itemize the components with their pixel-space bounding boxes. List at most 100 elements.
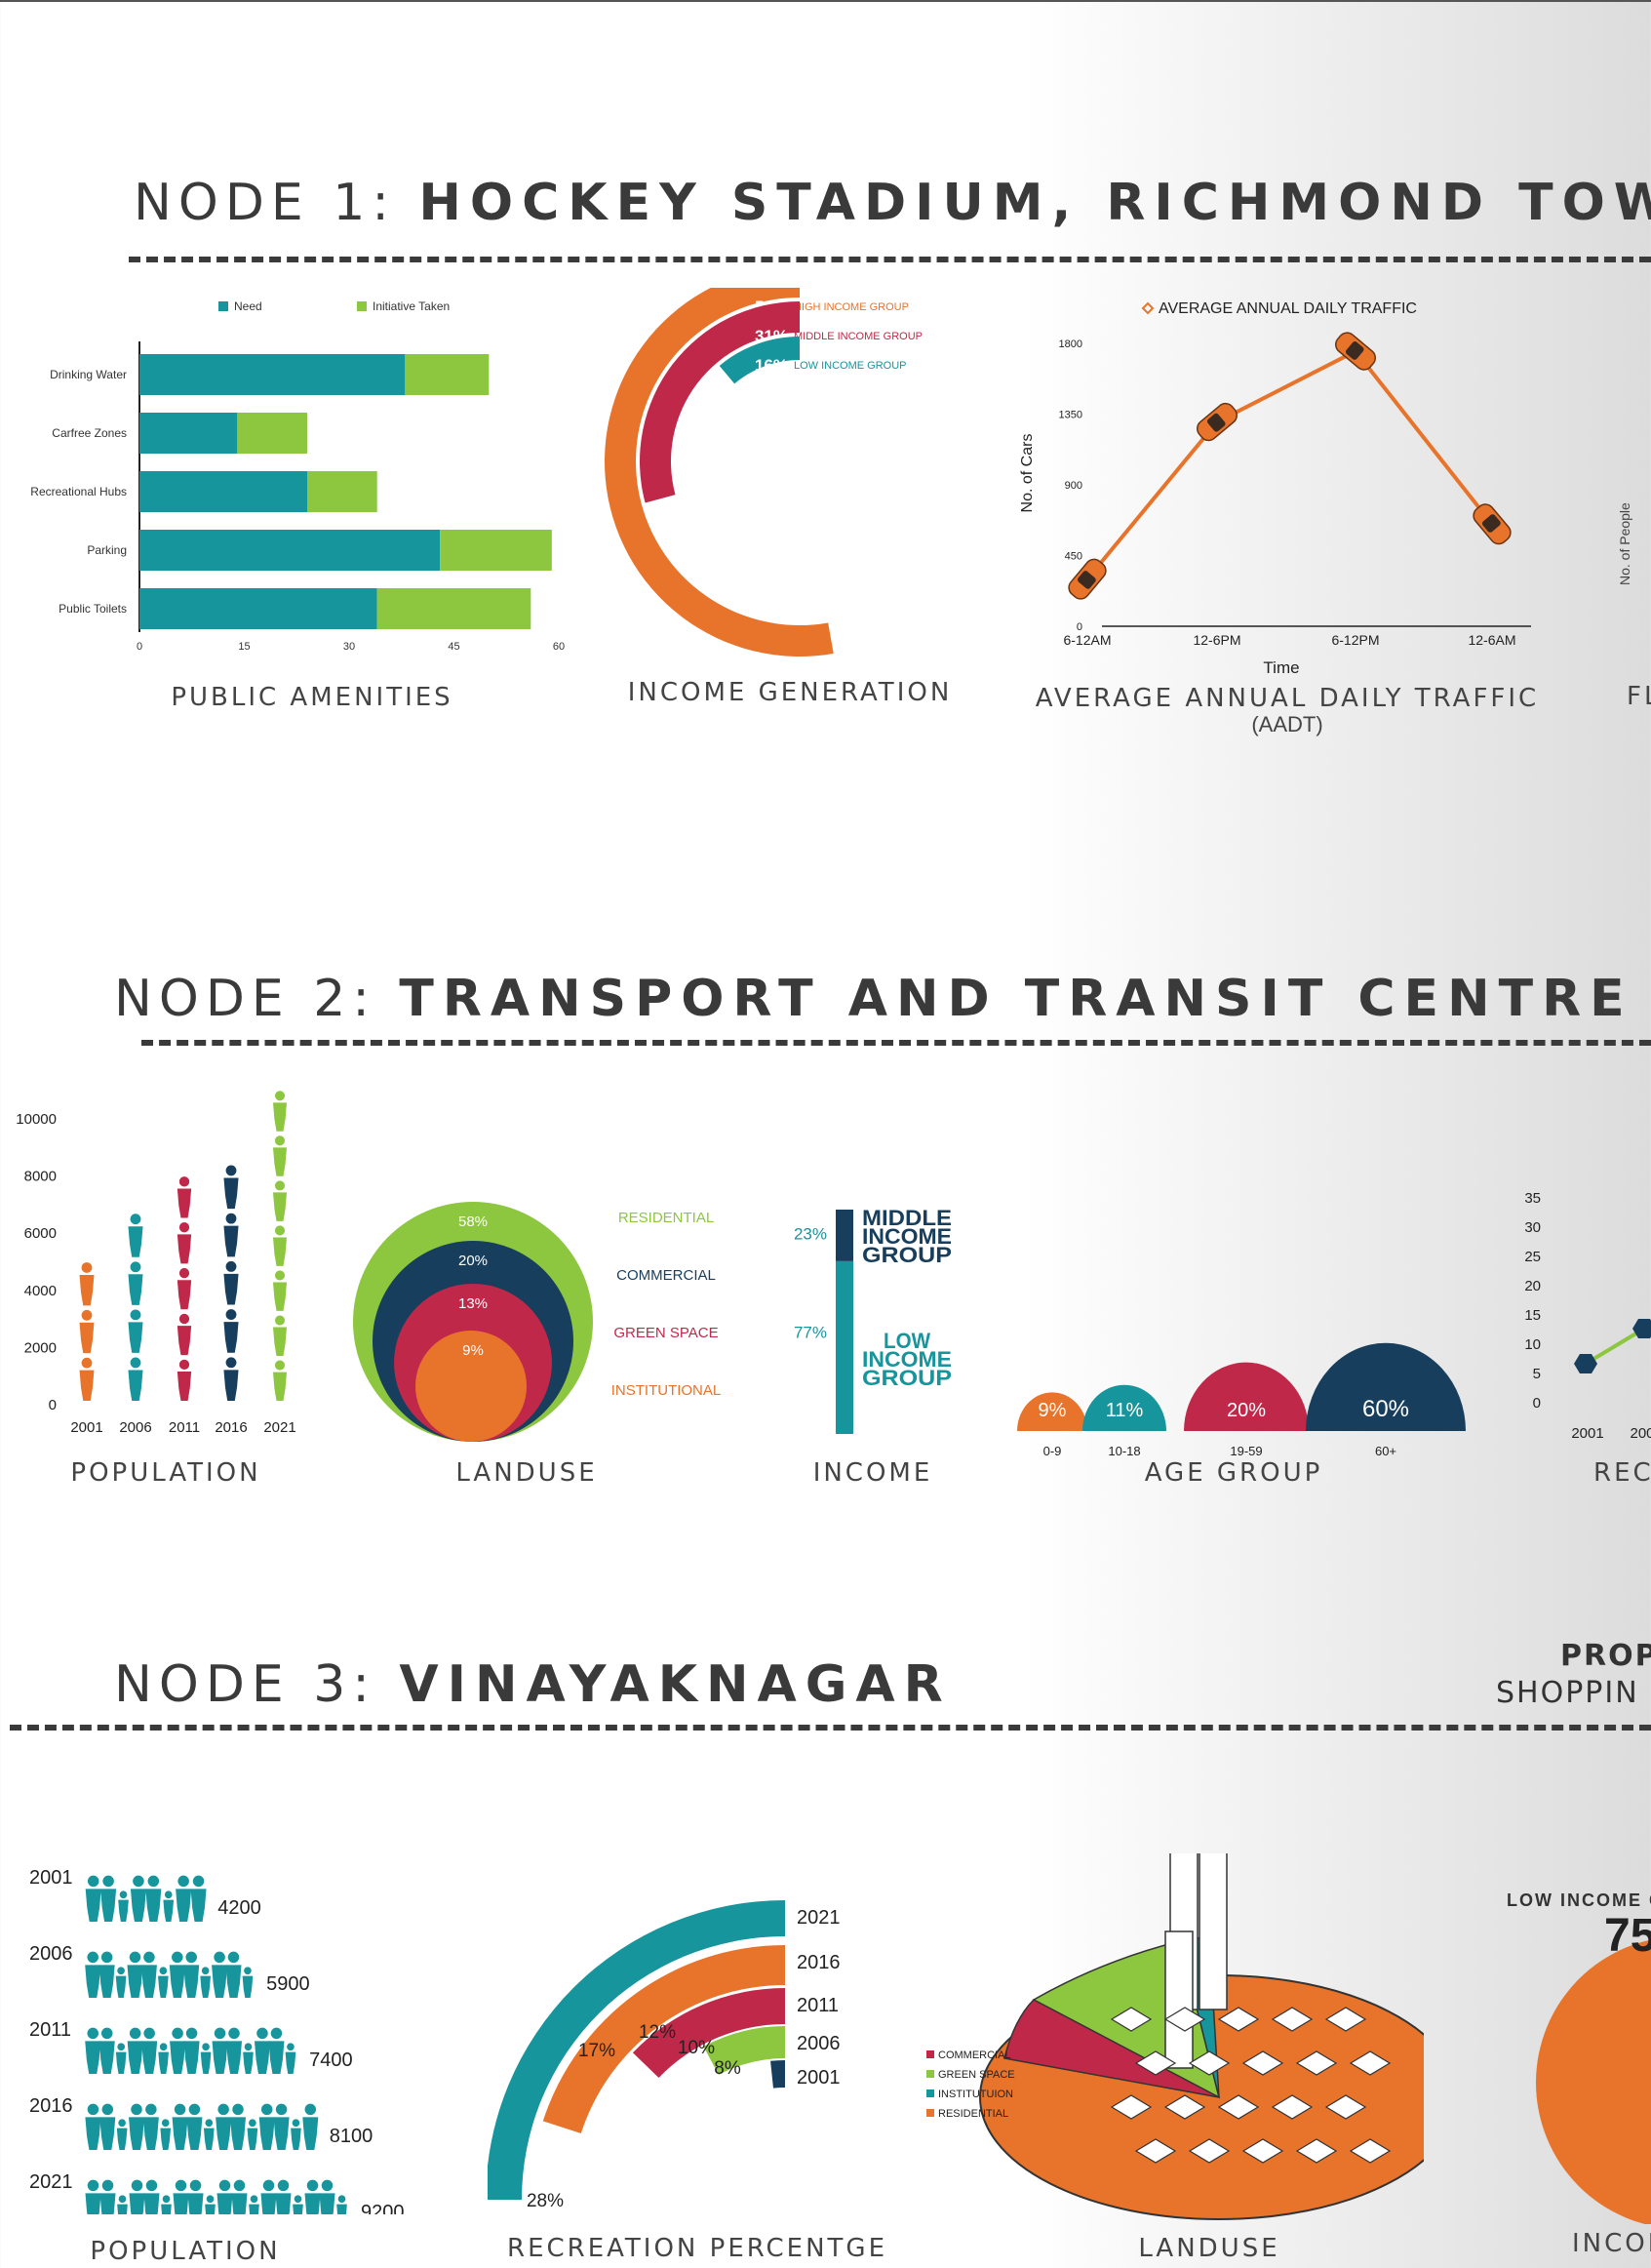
population-person-body (225, 1965, 242, 1998)
bar-1 (237, 413, 307, 454)
population-person-head (130, 1309, 141, 1321)
landuse-circle (415, 1331, 527, 1442)
population-person-head (147, 1875, 160, 1888)
population-person-body (260, 2193, 277, 2214)
legend-label-1: Initiative Taken (373, 299, 450, 313)
category-label: Carfree Zones (52, 426, 127, 440)
node1-title: NODE 1: HOCKEY STADIUM, RICHMOND TOWN (134, 174, 1651, 232)
population-person-body (187, 2193, 204, 2214)
y-tick: 6000 (24, 1225, 57, 1242)
landuse-pct: 58% (458, 1214, 488, 1230)
population-person-head (306, 2179, 319, 2192)
car-marker (1068, 558, 1107, 600)
age-dome (1082, 1384, 1166, 1431)
population-person-body (170, 2041, 186, 2074)
population-value: 4200 (217, 1897, 261, 1919)
income-circle (1536, 1939, 1651, 2224)
population-person-head (292, 2119, 300, 2128)
house-sketch (1295, 2138, 1338, 2164)
population-person-body (169, 1965, 185, 1998)
population-person-head (188, 2103, 201, 2116)
recreation-arc (632, 1988, 785, 2078)
population-person-head (225, 1213, 237, 1224)
age-category: 10-18 (1108, 1444, 1140, 1458)
population-person-body (212, 1965, 228, 1998)
population-person-head (274, 1315, 286, 1326)
population-person-head (228, 2027, 240, 2040)
population-person-head (185, 1951, 197, 1964)
node2-population-caption: POPULATION (70, 1458, 261, 1488)
y-tick: 15 (1524, 1307, 1541, 1324)
population-person-body (127, 1965, 143, 1998)
y-tick: 10000 (16, 1111, 57, 1128)
year-label: 2006 (29, 1943, 73, 1965)
category-label: Public Toilets (59, 602, 127, 616)
population-person-head (133, 1875, 144, 1888)
population-person-head (81, 1357, 93, 1369)
population-person-body (272, 1372, 288, 1401)
population-person-head (274, 1360, 286, 1371)
population-person-body (128, 1370, 143, 1401)
population-person-body (177, 1326, 192, 1356)
house-sketch (1349, 2138, 1392, 2164)
population-person-head (274, 1270, 286, 1281)
y-tick: 8000 (24, 1169, 57, 1185)
x-tick: 12-6AM (1468, 632, 1515, 648)
population-person-body (79, 1322, 95, 1354)
node2-income-caption: INCOME (812, 1458, 933, 1488)
y-tick: 30 (1524, 1219, 1541, 1236)
y-tick: 5 (1533, 1366, 1541, 1382)
population-person-head (145, 2179, 158, 2192)
bar-1 (307, 471, 377, 512)
landuse-legend-label: RESIDENTIAL (938, 2108, 1008, 2120)
population-person-body (128, 1322, 143, 1353)
bar-0 (139, 588, 377, 629)
population-person-body (183, 2041, 200, 2074)
x-tick: 2021 (263, 1419, 295, 1436)
car-window (1345, 341, 1364, 360)
recreation-arc (703, 2026, 785, 2075)
population-person-head (202, 2043, 210, 2051)
node2-age-chart: 9% 0-9 11% 10-18 20% 19-59 60% 60+ (1017, 1342, 1466, 1458)
house-sketch (1217, 2094, 1260, 2120)
population-person-head (172, 1951, 183, 1964)
partial-caption-fl: FL (1627, 682, 1651, 711)
population-person-body (172, 2117, 188, 2150)
house-sketch (1324, 2007, 1367, 2032)
y-tick: 2000 (24, 1339, 57, 1356)
population-person-head (118, 2195, 127, 2204)
population-person-head (159, 2043, 168, 2051)
bar-1 (405, 354, 490, 395)
population-person-body (85, 1889, 101, 1922)
x-tick: 60 (553, 641, 565, 653)
population-person-body (285, 2051, 296, 2074)
income-label: INCOME (862, 1224, 952, 1249)
legend-swatch-0 (218, 301, 228, 311)
population-person-head (274, 1225, 286, 1236)
population-person-body (242, 1975, 254, 1998)
house-sketch (1324, 2094, 1367, 2120)
legend-swatch-1 (357, 301, 367, 311)
population-person-body (177, 1188, 192, 1218)
population-value: 7400 (309, 2049, 353, 2071)
population-person-head (201, 1967, 210, 1975)
population-value: 9200 (361, 2202, 405, 2214)
population-person-head (159, 1967, 168, 1975)
population-person-head (174, 2103, 186, 2116)
population-person-head (244, 1967, 252, 1975)
public-amenities-caption: PUBLIC AMENITIES (171, 683, 453, 712)
node3-recreation-chart: 2021 2016 2011 2006 2001 28% 17% 12%10%8% (488, 1900, 841, 2211)
population-person-head (117, 1967, 125, 1975)
y-tick: 1350 (1059, 410, 1082, 421)
population-person-body (163, 1899, 175, 1922)
tower-sketch (1164, 1930, 1194, 2069)
rec-marker (1632, 1319, 1651, 1338)
income-label: LOW (884, 1329, 930, 1353)
landuse-label: RESIDENTIAL (618, 1210, 714, 1226)
house-sketch (1110, 2094, 1153, 2120)
population-person-body (254, 2041, 270, 2074)
car-window (1077, 571, 1096, 589)
population-person-head (178, 1359, 190, 1370)
recreation-pct: 8% (714, 2058, 741, 2079)
age-pct: 9% (1039, 1400, 1067, 1421)
